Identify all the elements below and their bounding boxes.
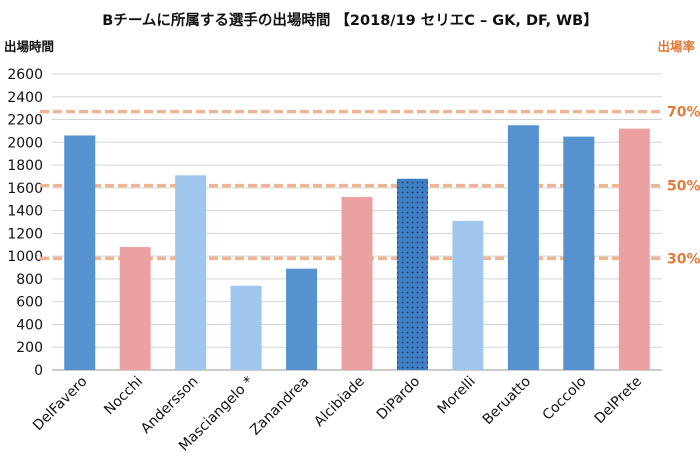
bar: [175, 175, 207, 370]
y-tick-label: 1400: [7, 204, 43, 220]
y-tick-label: 1200: [7, 226, 43, 242]
x-tick-label: Coccolo: [540, 374, 590, 424]
y-tick-label: 2600: [7, 67, 43, 83]
reference-line-label: 30%: [667, 251, 700, 267]
x-tick-label: Morelli: [435, 374, 479, 418]
y-tick-label: 2400: [7, 90, 43, 106]
y-tick-label: 400: [16, 317, 43, 333]
x-tick-label: Beruatto: [480, 374, 534, 428]
bar: [64, 135, 96, 370]
y-tick-label: 1600: [7, 181, 43, 197]
bar: [286, 268, 318, 370]
x-tick-label: DiPardo: [374, 374, 424, 424]
y-tick-labels: 0 200 400 600 800 1000 1200 1400 1600 1800 2000 220…: [7, 67, 43, 379]
bar: [563, 136, 595, 370]
y-tick-label: 2200: [7, 113, 43, 129]
x-tick-label: Nocchi: [101, 374, 146, 419]
bar: [452, 220, 484, 370]
y-tick-label: 0: [34, 363, 43, 379]
bar: [507, 125, 539, 370]
y-tick-label: 1800: [7, 158, 43, 174]
bar: [341, 196, 373, 370]
y2-axis-label: 出場率: [657, 39, 695, 54]
reference-line-label: 70%: [667, 105, 700, 121]
x-tick-label: Zanandrea: [247, 374, 312, 439]
bar: [119, 247, 151, 370]
reference-line-label: 50%: [667, 179, 700, 195]
y-tick-label: 200: [16, 340, 43, 356]
y-tick-label: 800: [16, 272, 43, 288]
y-tick-label: 1000: [7, 249, 43, 265]
bar: [618, 128, 650, 370]
chart-title: Bチームに所属する選手の出場時間 【2018/19 セリエC – GK, DF,…: [102, 11, 597, 29]
y-tick-label: 600: [16, 295, 43, 311]
x-tick-label: DelFavero: [30, 374, 90, 434]
y-tick-label: 2000: [7, 135, 43, 151]
bars: [64, 125, 650, 370]
bar: [396, 178, 428, 370]
y-axis-label: 出場時間: [4, 39, 54, 54]
bar: [230, 285, 262, 370]
x-tick-label: Alcibiade: [311, 374, 368, 431]
reference-lines: 30% 50% 70%: [40, 105, 700, 267]
x-tick-label: DelPrete: [592, 374, 645, 427]
